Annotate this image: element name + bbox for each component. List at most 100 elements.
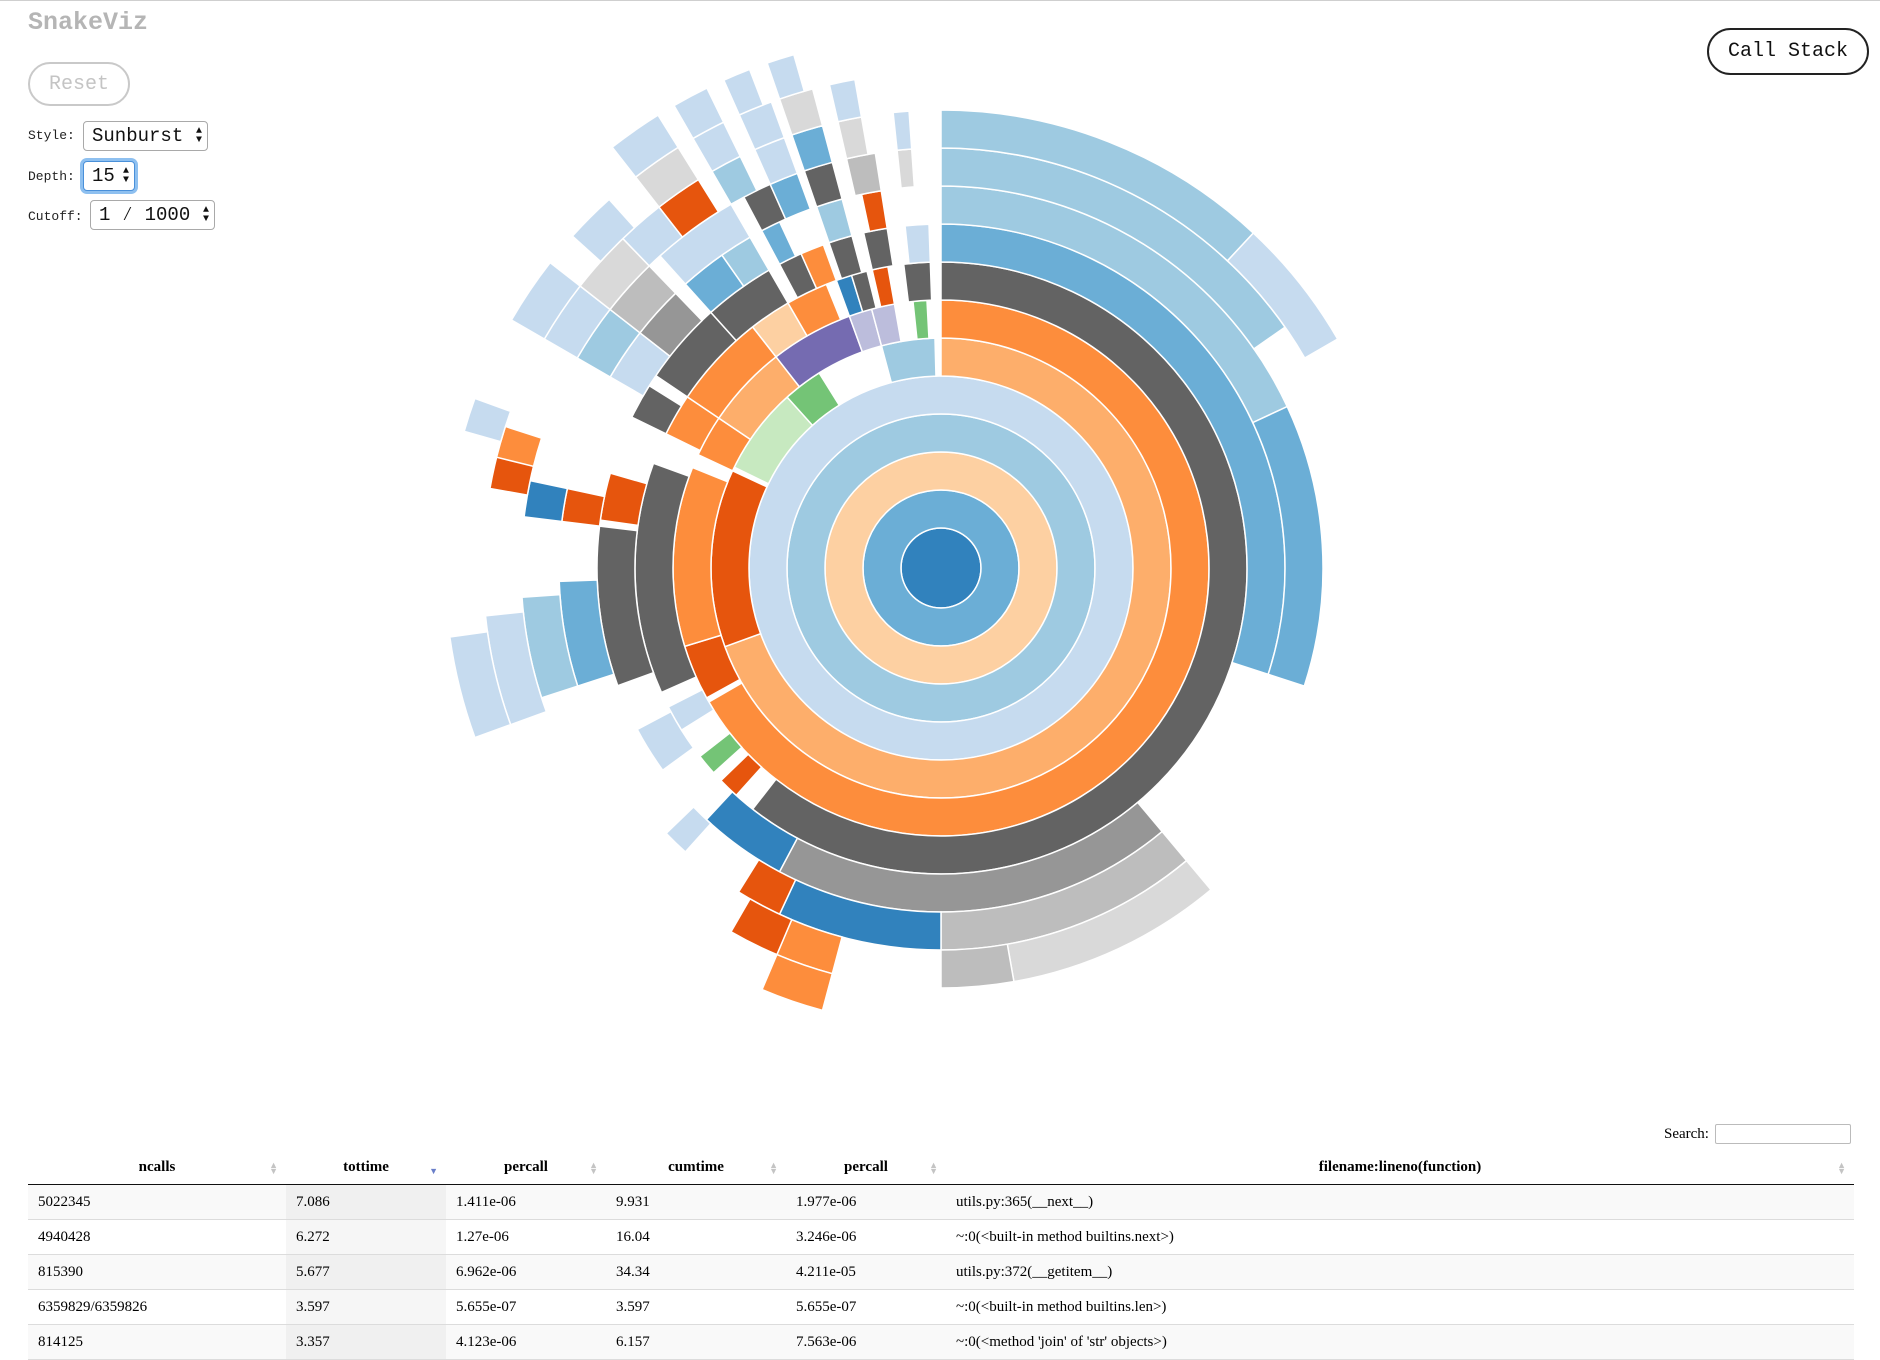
- sunburst-segment[interactable]: [705, 790, 799, 873]
- sunburst-segment[interactable]: [766, 53, 806, 100]
- sunburst-segment[interactable]: [611, 114, 680, 179]
- cell-percall: 1.411e-06: [446, 1184, 606, 1220]
- sort-icon: ▲ ▼: [769, 1160, 778, 1176]
- sunburst-segment[interactable]: [561, 487, 606, 527]
- cutoff-select[interactable]: 1 ⁄ 1000 ▲ ▼: [90, 200, 215, 230]
- cell-cumtime: 16.04: [606, 1219, 786, 1255]
- sunburst-segment[interactable]: [1251, 405, 1324, 687]
- cell-percall-cum: 5.655e-07: [786, 1289, 946, 1325]
- sunburst-segment[interactable]: [880, 337, 937, 384]
- table-row[interactable]: 5022345 7.086 1.411e-06 9.931 1.977e-06 …: [28, 1184, 1854, 1220]
- search-input[interactable]: [1714, 1124, 1851, 1144]
- sunburst-segment[interactable]: [860, 189, 889, 233]
- sunburst-segment[interactable]: [892, 110, 913, 152]
- sunburst-segment[interactable]: [845, 152, 883, 197]
- sunburst-segment[interactable]: [1226, 231, 1339, 360]
- sunburst-segment[interactable]: [698, 731, 743, 774]
- depth-label: Depth:: [28, 169, 75, 184]
- cell-function: ~:0(<method 'join' of 'str' objects>): [946, 1324, 1854, 1360]
- cutoff-label: Cutoff:: [28, 209, 83, 224]
- cell-ncalls: 814125: [28, 1324, 286, 1360]
- search-box: Search:: [1664, 1124, 1851, 1144]
- cell-tottime: 7.086: [286, 1184, 446, 1220]
- sunburst-segment[interactable]: [722, 68, 765, 116]
- select-arrows-icon: ▲ ▼: [195, 126, 202, 146]
- sunburst-segment[interactable]: [630, 384, 683, 435]
- sunburst-segment[interactable]: [729, 897, 793, 956]
- table-row[interactable]: 4940428 6.272 1.27e-06 16.04 3.246e-06 ~…: [28, 1219, 1854, 1255]
- cell-ncalls: 5022345: [28, 1184, 286, 1220]
- sunburst-segment[interactable]: [665, 805, 712, 853]
- sunburst-segment[interactable]: [800, 243, 838, 290]
- column-header-cumtime[interactable]: cumtime ▲ ▼: [606, 1150, 786, 1185]
- stats-table: ncalls ▲ ▼ tottime ▼ percall ▲ ▼ cumtime ▲ ▼ pe…: [28, 1150, 1854, 1360]
- depth-select-value: 15: [92, 165, 115, 187]
- cell-percall: 5.655e-07: [446, 1289, 606, 1325]
- sort-icon: ▲ ▼: [269, 1160, 278, 1176]
- app-logo: SnakeViz: [28, 8, 149, 37]
- cell-cumtime: 3.597: [606, 1289, 786, 1325]
- sunburst-segment[interactable]: [463, 397, 512, 443]
- sort-desc-icon: ▼: [429, 1166, 438, 1176]
- cell-function: utils.py:365(__next__): [946, 1184, 1854, 1220]
- sunburst-chart[interactable]: [0, 0, 1880, 1080]
- cell-function: ~:0(<built-in method builtins.next>): [946, 1219, 1854, 1255]
- sunburst-segment[interactable]: [896, 148, 916, 189]
- table-header-row: ncalls ▲ ▼ tottime ▼ percall ▲ ▼ cumtime ▲ ▼ pe…: [28, 1150, 1854, 1185]
- column-header-percall-cum[interactable]: percall ▲ ▼: [786, 1150, 946, 1185]
- sort-icon: ▲ ▼: [589, 1160, 598, 1176]
- sunburst-segment[interactable]: [912, 299, 930, 341]
- cell-percall-cum: 3.246e-06: [786, 1219, 946, 1255]
- cell-percall-cum: 7.563e-06: [786, 1324, 946, 1360]
- sunburst-segment[interactable]: [523, 479, 569, 523]
- sunburst-segment[interactable]: [599, 472, 648, 527]
- sunburst-segment[interactable]: [940, 943, 1015, 989]
- depth-select[interactable]: 15 ▲ ▼: [83, 161, 135, 191]
- sunburst-segment[interactable]: [571, 198, 636, 263]
- table-row[interactable]: 814125 3.357 4.123e-06 6.157 7.563e-06 ~…: [28, 1324, 1854, 1360]
- column-header-ncalls[interactable]: ncalls ▲ ▼: [28, 1150, 286, 1185]
- cell-ncalls: 815390: [28, 1254, 286, 1290]
- column-header-percall[interactable]: percall ▲ ▼: [446, 1150, 606, 1185]
- cell-percall-cum: 1.977e-06: [786, 1184, 946, 1220]
- column-header-tottime[interactable]: tottime ▼: [286, 1150, 446, 1185]
- search-label: Search:: [1664, 1125, 1709, 1142]
- cell-tottime: 5.677: [286, 1254, 446, 1290]
- cell-ncalls: 4940428: [28, 1219, 286, 1255]
- column-header-function[interactable]: filename:lineno(function) ▲ ▼: [946, 1150, 1854, 1185]
- call-stack-button[interactable]: Call Stack: [1707, 28, 1869, 75]
- cell-percall-cum: 4.211e-05: [786, 1254, 946, 1290]
- sunburst-segment[interactable]: [828, 78, 863, 123]
- table-row[interactable]: 6359829/6359826 3.597 5.655e-07 3.597 5.…: [28, 1289, 1854, 1325]
- sunburst-segment[interactable]: [510, 261, 582, 341]
- sunburst-segment[interactable]: [636, 710, 695, 772]
- cell-tottime: 3.357: [286, 1324, 446, 1360]
- sort-icon: ▲ ▼: [1837, 1160, 1846, 1176]
- sunburst-segment[interactable]: [761, 953, 834, 1012]
- cell-percall: 6.962e-06: [446, 1254, 606, 1290]
- top-border: [0, 0, 1880, 1]
- table-row[interactable]: 815390 5.677 6.962e-06 34.34 4.211e-05 u…: [28, 1254, 1854, 1290]
- style-select[interactable]: Sunburst ▲ ▼: [83, 121, 208, 151]
- sunburst-segment[interactable]: [719, 753, 763, 797]
- sunburst-segment[interactable]: [495, 425, 543, 468]
- cell-function: utils.py:372(__getitem__): [946, 1254, 1854, 1290]
- cutoff-select-value: 1 ⁄ 1000: [99, 204, 191, 226]
- select-arrows-icon: ▲ ▼: [122, 166, 129, 186]
- sunburst-segment[interactable]: [904, 223, 932, 265]
- cell-tottime: 3.597: [286, 1289, 446, 1325]
- cell-cumtime: 34.34: [606, 1254, 786, 1290]
- reset-button[interactable]: Reset: [28, 62, 130, 106]
- sort-icon: ▲ ▼: [929, 1160, 938, 1176]
- sunburst-segment[interactable]: [837, 116, 869, 160]
- cell-cumtime: 6.157: [606, 1324, 786, 1360]
- style-label: Style:: [28, 128, 75, 143]
- sunburst-segment[interactable]: [902, 261, 933, 303]
- sunburst-segment[interactable]: [870, 303, 902, 347]
- sunburst-segment[interactable]: [871, 265, 896, 308]
- sunburst-segment[interactable]: [862, 227, 894, 271]
- cell-percall: 1.27e-06: [446, 1219, 606, 1255]
- sunburst-segment[interactable]: [448, 630, 512, 739]
- cell-tottime: 6.272: [286, 1219, 446, 1255]
- sunburst-segment[interactable]: [672, 87, 725, 140]
